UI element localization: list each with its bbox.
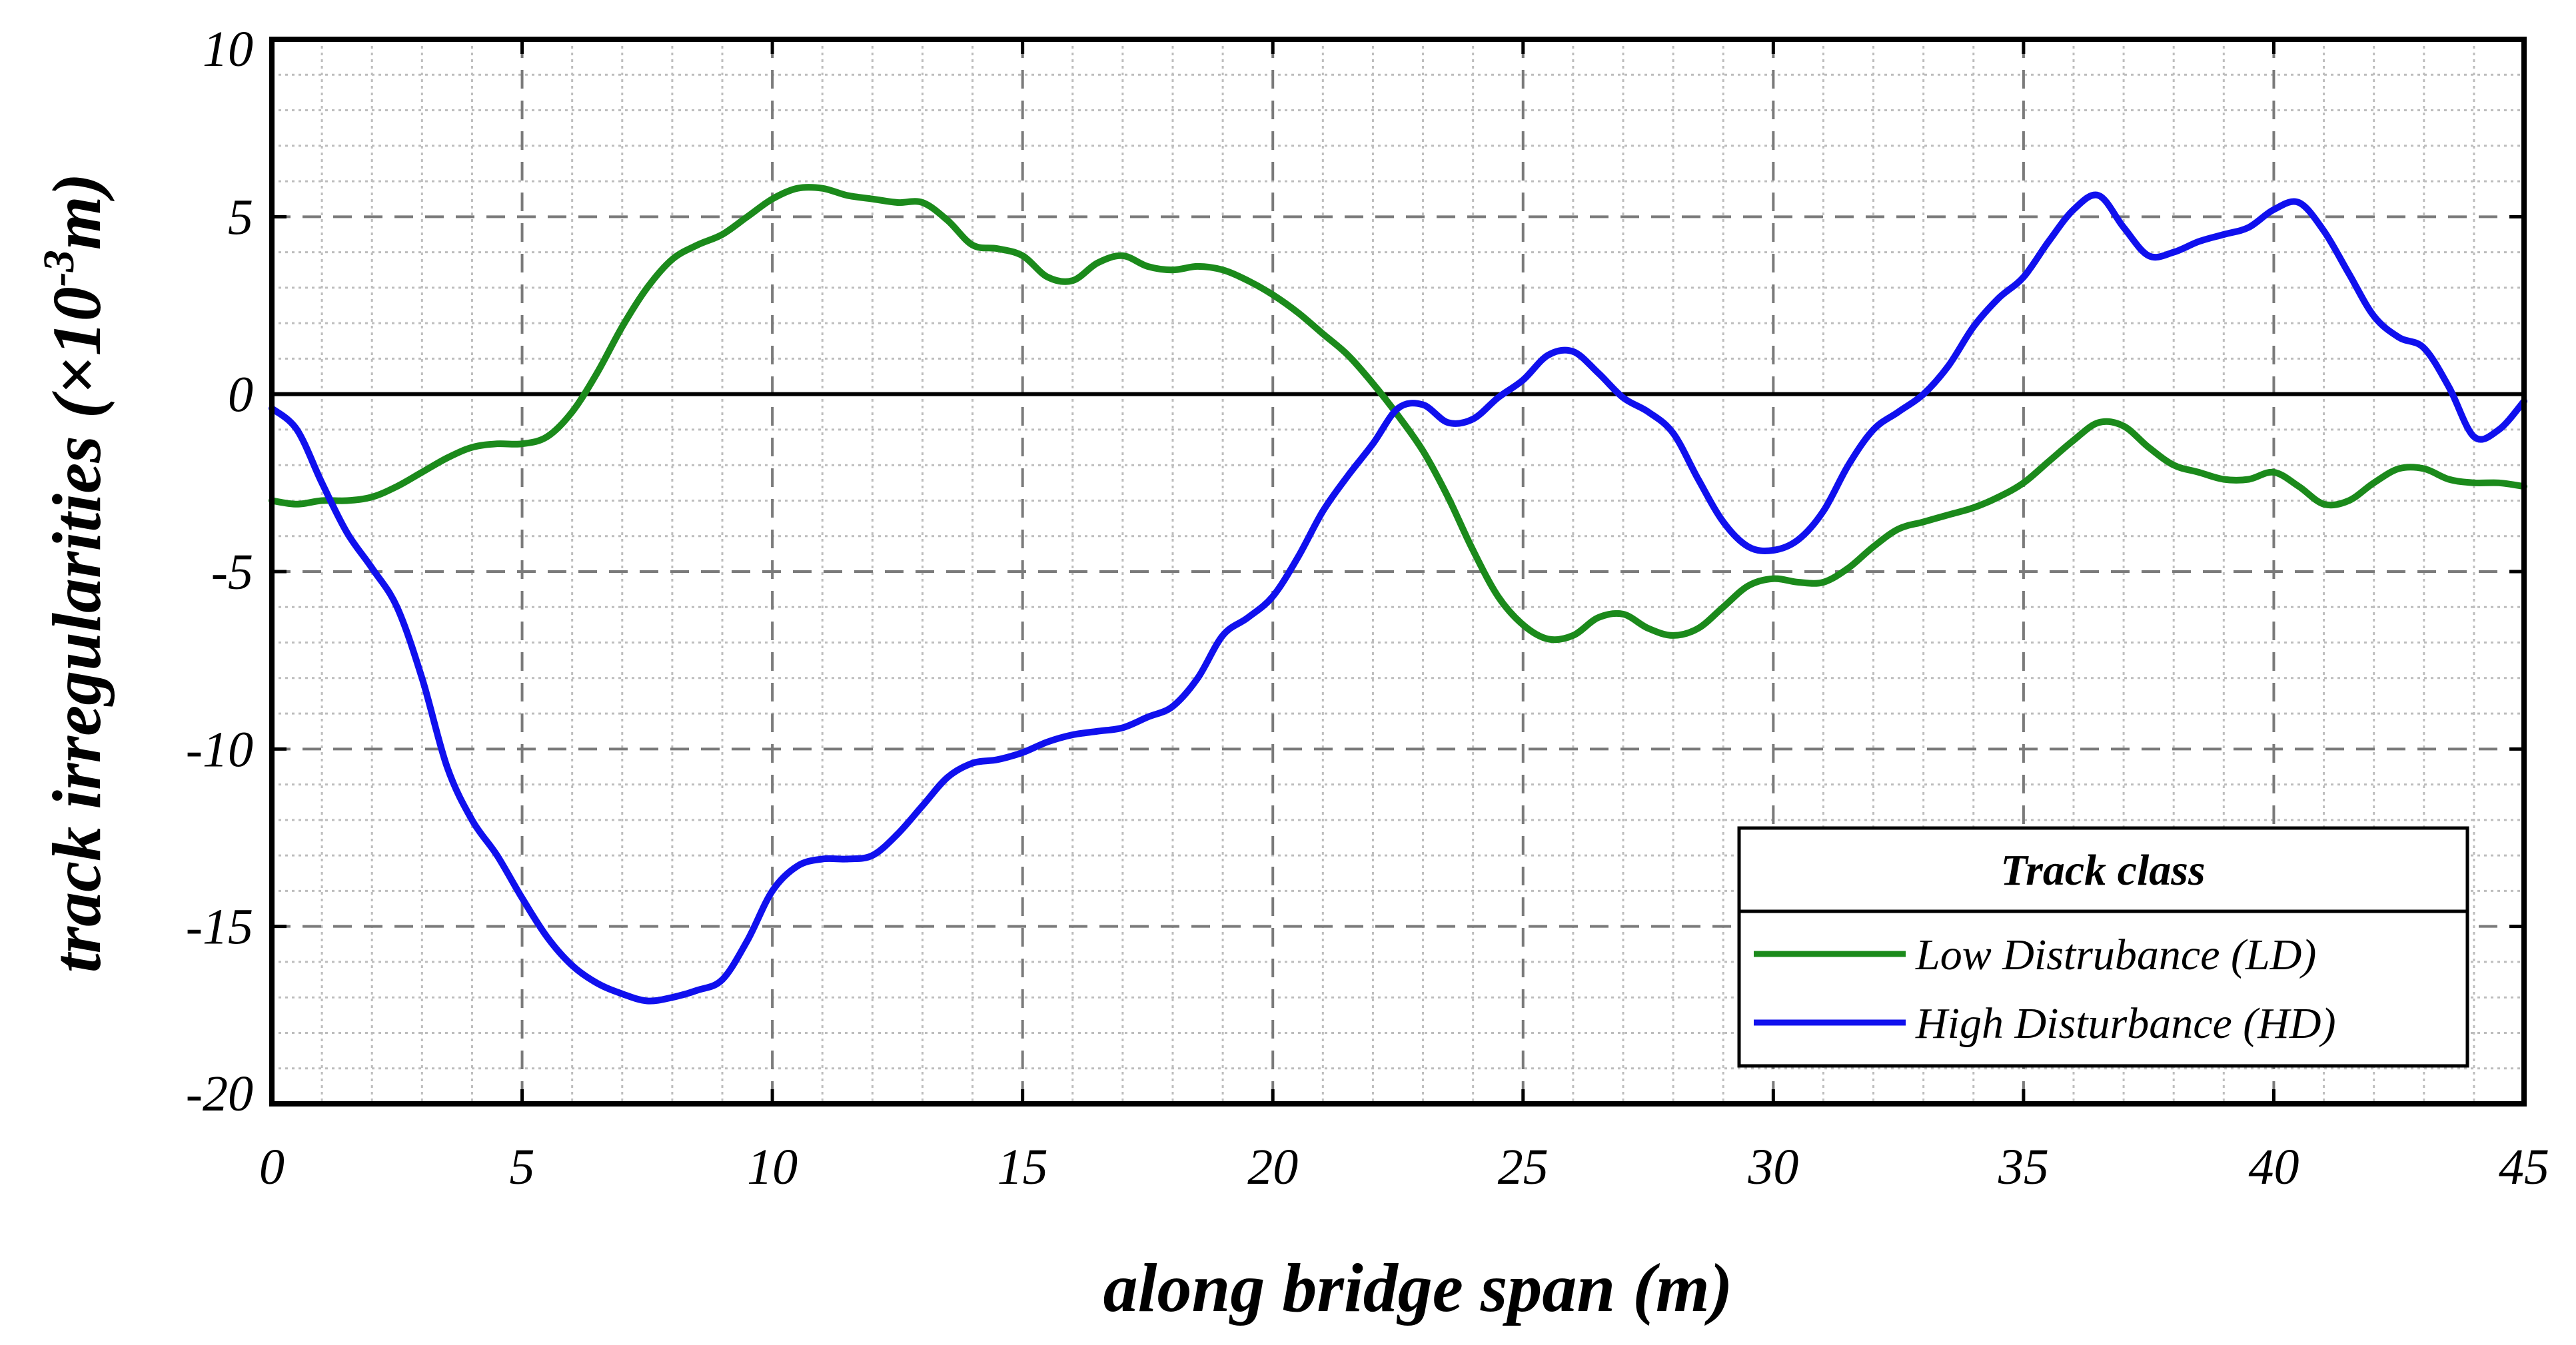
tick-marks	[270, 37, 2526, 1106]
y-tick-label: -10	[186, 721, 253, 777]
x-tick-label: 45	[2499, 1139, 2549, 1195]
y-axis-title-main: track irregularities (	[39, 391, 115, 973]
legend-label-high-disturbance: High Disturbance (HD)	[1915, 999, 2336, 1048]
x-tick-label: 5	[510, 1139, 535, 1195]
y-axis-title-multiplier: ×10	[39, 286, 115, 395]
x-tick-label: 40	[2248, 1139, 2299, 1195]
y-tick-label: 0	[228, 367, 253, 423]
series-group	[269, 184, 2527, 1005]
legend-title: Track class	[2000, 846, 2205, 895]
series-line-low-disturbance	[269, 184, 2527, 644]
x-tick-label: 20	[1247, 1139, 1298, 1195]
y-tick-label: -15	[186, 899, 253, 955]
series-line-high-disturbance	[269, 191, 2527, 1005]
x-tick-label: 25	[1498, 1139, 1549, 1195]
x-tick-label: 30	[1747, 1139, 1798, 1195]
y-tick-label: -5	[211, 544, 253, 600]
x-tick-label: 35	[1998, 1139, 2049, 1195]
y-axis-title: track irregularities (×10-3m)	[35, 173, 115, 973]
y-tick-label: 10	[203, 21, 253, 77]
y-tick-labels: 10 5 0 -5 -10 -15 -20	[186, 21, 253, 1122]
y-tick-label: -20	[186, 1066, 253, 1122]
y-axis-title-unit: m)	[39, 173, 115, 250]
x-tick-label: 0	[259, 1139, 285, 1195]
x-tick-label: 10	[747, 1139, 798, 1195]
legend-box	[1737, 826, 2469, 1068]
legend: Track class Low Distrubance (LD) High Di…	[1737, 826, 2469, 1068]
x-axis-title: along bridge span (m)	[1103, 1250, 1733, 1326]
legend-label-low-disturbance: Low Distrubance (LD)	[1915, 931, 2316, 979]
x-tick-labels: 0 5 10 15 20 25 30 35 40 45	[259, 1139, 2549, 1195]
x-tick-label: 15	[997, 1139, 1048, 1195]
y-tick-label: 5	[228, 189, 253, 245]
y-axis-title-exponent: -3	[35, 250, 83, 286]
